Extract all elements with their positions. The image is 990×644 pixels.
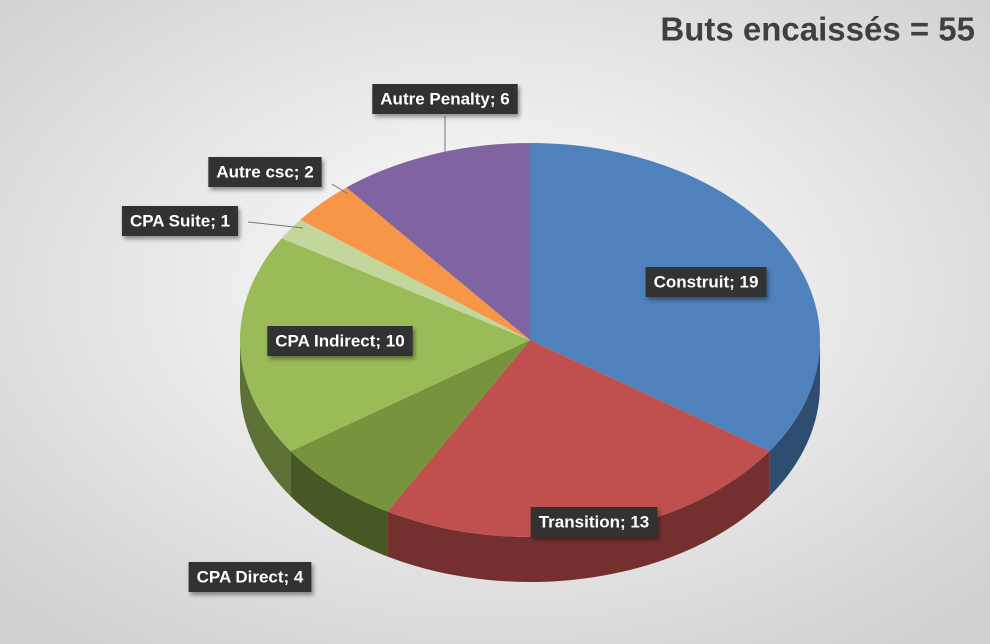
pie xyxy=(240,143,820,582)
leader-line xyxy=(331,183,349,195)
label-text: CPA Direct; 4 xyxy=(197,567,304,586)
label-box xyxy=(267,326,413,356)
slice xyxy=(387,340,770,537)
labels: Construit; 19 Transition; 13 CPA Direct; 4… xyxy=(121,84,767,592)
data-label: Autre csc; 2 xyxy=(208,157,322,187)
label-box xyxy=(121,206,239,236)
slice xyxy=(300,187,530,340)
slice-side xyxy=(387,451,770,582)
label-box xyxy=(208,157,322,187)
slice xyxy=(290,340,530,512)
label-text: Construit; 19 xyxy=(654,272,759,291)
data-label: CPA Suite; 1 xyxy=(121,206,239,236)
slice xyxy=(281,219,530,340)
label-text: Autre Penalty; 6 xyxy=(380,89,509,108)
data-label: Construit; 19 xyxy=(645,267,767,297)
data-label: CPA Direct; 4 xyxy=(188,562,312,592)
slice-side xyxy=(290,451,388,557)
data-label: CPA Indirect; 10 xyxy=(267,326,413,356)
slice-side xyxy=(769,340,820,497)
chart-title: Buts encaissés = 55 xyxy=(660,11,975,48)
slice-side xyxy=(240,340,291,497)
label-text: CPA Indirect; 10 xyxy=(275,331,404,350)
label-text: Transition; 13 xyxy=(539,512,650,531)
slice xyxy=(530,143,820,452)
label-box xyxy=(372,84,518,114)
label-text: Autre csc; 2 xyxy=(216,162,313,181)
label-box xyxy=(188,562,312,592)
data-label: Autre Penalty; 6 xyxy=(372,84,518,114)
label-text: CPA Suite; 1 xyxy=(130,211,230,230)
slice xyxy=(346,143,530,340)
label-box xyxy=(645,267,767,297)
data-label: Transition; 13 xyxy=(530,507,658,537)
leader-line xyxy=(247,221,304,229)
label-box xyxy=(530,507,658,537)
